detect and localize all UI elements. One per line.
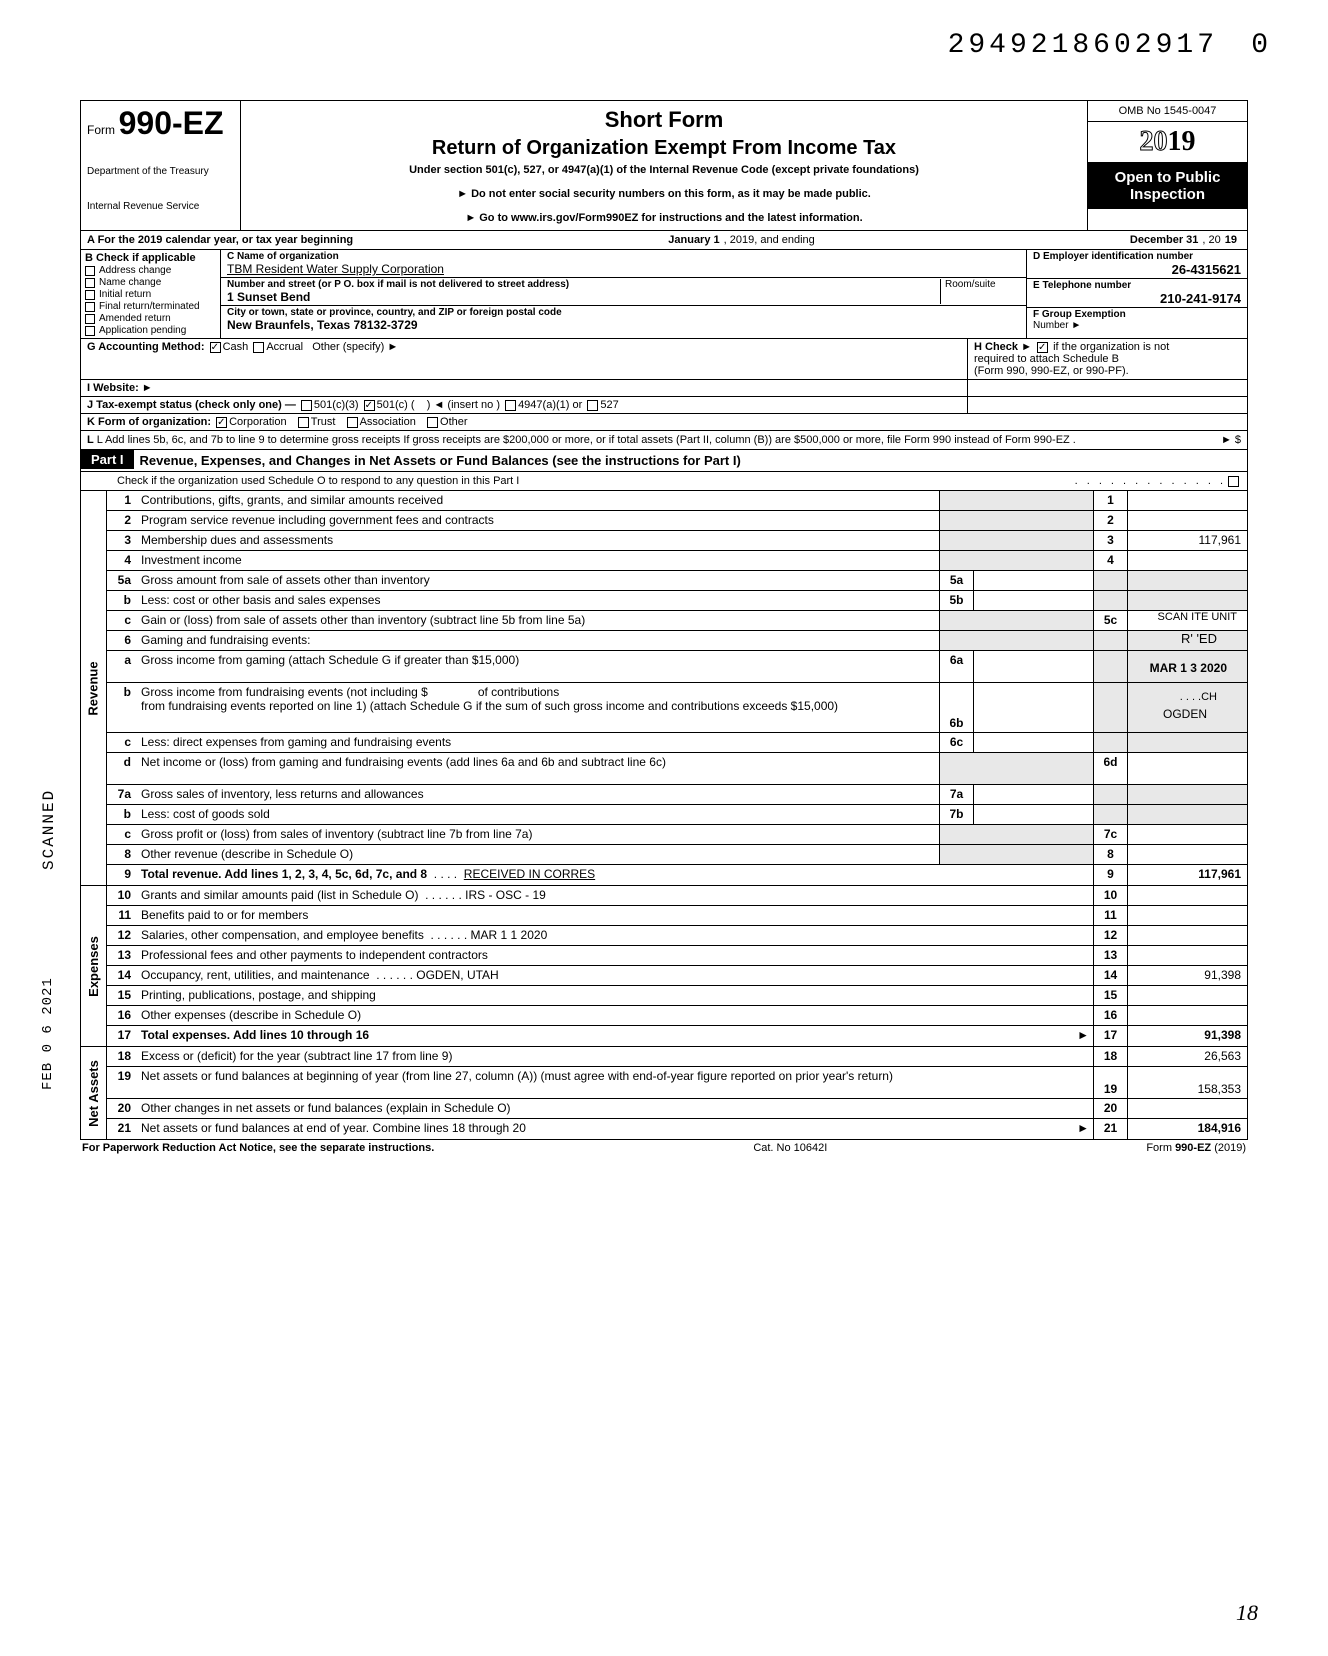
chk-accrual[interactable] [253, 342, 264, 353]
org-info-block: B Check if applicable Address change Nam… [80, 250, 1248, 339]
org-name-label: C Name of organization [227, 251, 1020, 262]
chk-other-org[interactable] [427, 417, 438, 428]
document-id-trailing: 0 [1251, 30, 1268, 61]
stamp-ogden1: . . . .CH [1180, 691, 1217, 703]
line-l: L L Add lines 5b, 6c, and 7b to line 9 t… [80, 431, 1248, 450]
line-a-tax-year: A For the 2019 calendar year, or tax yea… [80, 231, 1248, 250]
stamp-mar-2020: MAR 1 1 2020 [471, 928, 548, 942]
excess-deficit-value: 26,563 [1127, 1047, 1247, 1066]
membership-dues-value: 117,961 [1127, 531, 1247, 550]
phone-label: E Telephone number [1033, 280, 1131, 291]
line-j-label: J Tax-exempt status (check only one) — [87, 399, 296, 411]
total-expenses-value: 91,398 [1127, 1026, 1247, 1046]
form-header: Form 990-EZ Department of the Treasury I… [80, 100, 1248, 231]
ssn-warning: ► Do not enter social security numbers o… [247, 188, 1081, 200]
line-h-label: H Check ► [974, 341, 1032, 353]
expenses-tab: Expenses [81, 886, 107, 1046]
document-id-number: 2949218602917 [948, 30, 1218, 61]
city-value: New Braunfels, Texas 78132-3729 [227, 318, 1020, 332]
chk-application-pending[interactable] [85, 326, 95, 336]
lines-g-k: G Accounting Method: Cash Accrual Other … [80, 339, 1248, 431]
line-k-label: K Form of organization: [87, 416, 211, 428]
line-i-website: I Website: ► [87, 382, 153, 394]
part-1-badge: Part I [81, 450, 134, 469]
chk-corporation[interactable] [216, 417, 227, 428]
occupancy-value: 91,398 [1127, 966, 1247, 985]
page-footer: For Paperwork Reduction Act Notice, see … [80, 1142, 1248, 1154]
phone-value: 210-241-9174 [1033, 291, 1241, 306]
stamp-date: MAR 1 3 2020 [1150, 661, 1227, 675]
chk-initial-return[interactable] [85, 290, 95, 300]
chk-final-return[interactable] [85, 302, 95, 312]
chk-4947a1[interactable] [505, 400, 516, 411]
instructions-link: ► Go to www.irs.gov/Form990EZ for instru… [247, 212, 1081, 224]
form-number: 990-EZ [119, 105, 224, 141]
ending-balance-value: 184,916 [1127, 1119, 1247, 1139]
chk-address-change[interactable] [85, 266, 95, 276]
handwritten-page-number: 18 [1236, 1600, 1258, 1626]
short-form-title: Short Form [247, 107, 1081, 133]
chk-schedule-o-part1[interactable] [1228, 476, 1239, 487]
street-value: 1 Sunset Bend [227, 290, 940, 304]
ein-label: D Employer identification number [1033, 251, 1193, 262]
col-c-org-details: C Name of organization TBM Resident Wate… [221, 250, 1027, 338]
omb-number: OMB No 1545-0047 [1088, 101, 1247, 122]
dept-irs: Internal Revenue Service [87, 201, 234, 212]
chk-amended-return[interactable] [85, 314, 95, 324]
part-1-check-o: Check if the organization used Schedule … [80, 472, 1248, 491]
stamp-irs-osc: IRS - OSC - 19 [465, 888, 546, 902]
chk-cash[interactable] [210, 342, 221, 353]
stamp-ogden-utah: OGDEN, UTAH [416, 968, 498, 982]
expenses-section: Expenses 10Grants and similar amounts pa… [80, 886, 1248, 1047]
stamp-received: RECEIVED IN CORRES [464, 867, 595, 881]
paperwork-notice: For Paperwork Reduction Act Notice, see … [82, 1142, 434, 1154]
col-d-ein-phone: D Employer identification number 26-4315… [1027, 250, 1247, 338]
revenue-section: Revenue 1Contributions, gifts, grants, a… [80, 491, 1248, 886]
chk-501c[interactable] [364, 400, 375, 411]
stamp-ogden2: OGDEN [1163, 707, 1207, 721]
chk-trust[interactable] [298, 417, 309, 428]
part-1-header-row: Part I Revenue, Expenses, and Changes in… [80, 450, 1248, 472]
scanned-stamp: SCANNED [40, 789, 58, 870]
total-revenue-value: 117,961 [1127, 865, 1247, 885]
street-label: Number and street (or P O. box if mail i… [227, 279, 940, 290]
chk-527[interactable] [587, 400, 598, 411]
return-title: Return of Organization Exempt From Incom… [247, 137, 1081, 160]
chk-association[interactable] [347, 417, 358, 428]
line-g-label: G Accounting Method: [87, 341, 205, 353]
form-footer-ref: Form 990-EZ (2019) [1146, 1142, 1246, 1154]
group-exemption-number-label: Number ► [1033, 320, 1081, 331]
chk-name-change[interactable] [85, 278, 95, 288]
form-prefix: Form [87, 123, 115, 137]
group-exemption-label: F Group Exemption [1033, 309, 1126, 320]
under-section: Under section 501(c), 527, or 4947(a)(1)… [247, 164, 1081, 176]
city-label: City or town, state or province, country… [227, 307, 1020, 318]
scanned-date-stamp: FEB 0 6 2021 [40, 977, 56, 1090]
beginning-balance-value: 158,353 [1127, 1067, 1247, 1098]
dept-treasury: Department of the Treasury [87, 166, 234, 177]
cat-number: Cat. No 10642I [753, 1142, 827, 1154]
net-assets-tab: Net Assets [81, 1047, 107, 1139]
stamp-scan: SCAN ITE UNIT [1158, 611, 1237, 623]
tax-year: 20201919 [1088, 122, 1247, 163]
chk-schedule-b[interactable] [1037, 342, 1048, 353]
net-assets-section: Net Assets 18Excess or (deficit) for the… [80, 1047, 1248, 1140]
open-public-badge: Open to Public Inspection [1088, 163, 1247, 209]
org-name: TBM Resident Water Supply Corporation [227, 262, 1020, 276]
chk-501c3[interactable] [301, 400, 312, 411]
part-1-title: Revenue, Expenses, and Changes in Net As… [134, 450, 1247, 471]
stamp-red: R' 'ED [1181, 631, 1217, 646]
ein-value: 26-4315621 [1033, 262, 1241, 277]
col-b-checkboxes: B Check if applicable Address change Nam… [81, 250, 221, 338]
room-suite-label: Room/suite [940, 279, 1020, 304]
revenue-tab: Revenue [81, 491, 107, 885]
